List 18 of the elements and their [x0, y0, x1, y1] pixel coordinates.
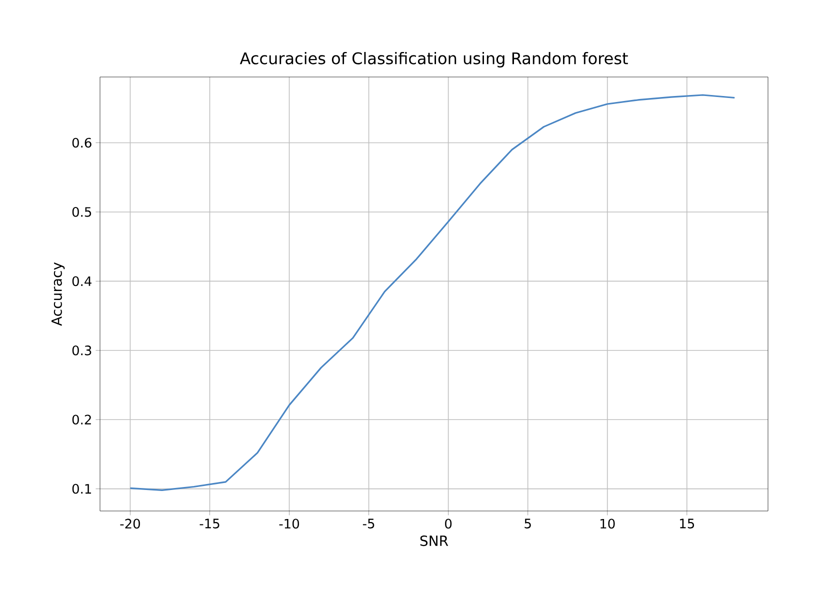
line-series [129, 94, 736, 492]
x-tick-label: -10 [279, 518, 300, 529]
chart-title: Accuracies of Classification using Random forest [240, 52, 628, 68]
x-tick-label: 15 [680, 518, 694, 528]
x-tick-label: -20 [120, 518, 140, 529]
y-tick-label: 0.2 [72, 414, 91, 425]
y-tick-label: 0.3 [72, 345, 92, 356]
x-tick-label: -15 [200, 518, 220, 528]
x-axis-title: SNR [420, 535, 448, 546]
y-axis-title: Accuracy [52, 262, 65, 326]
y-tick-label: 0.4 [72, 276, 92, 286]
y-tick-label: 0.1 [72, 484, 92, 494]
x-tick-label: 5 [524, 518, 531, 528]
y-tick-label: 0.5 [72, 207, 92, 217]
x-tick-label: 10 [600, 518, 615, 529]
x-tick-label: 0 [445, 518, 452, 529]
y-tick-label: 0.6 [72, 138, 92, 148]
x-tick-label: -5 [362, 518, 374, 528]
